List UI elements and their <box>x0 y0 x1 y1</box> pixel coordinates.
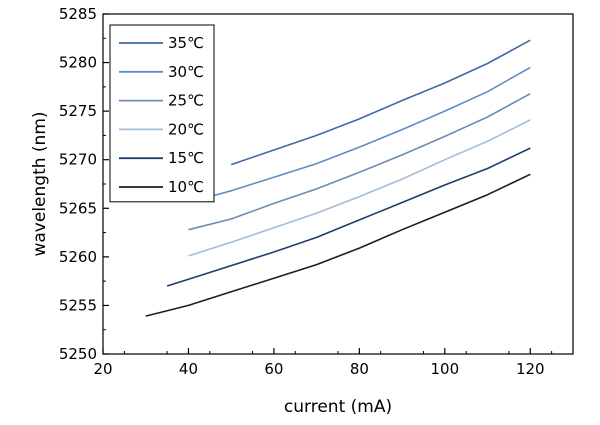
series-line-4 <box>166 147 531 287</box>
legend-box <box>109 24 215 203</box>
minor-ticks <box>103 37 553 354</box>
y-tick-label: 5285 <box>59 5 97 23</box>
legend: 35℃ 30℃ 25℃ 20℃ 15℃ 10℃ <box>109 24 215 203</box>
x-tick-labels: 20 40 60 80 100 120 <box>93 360 544 378</box>
series-line-3 <box>188 119 531 257</box>
series-lines <box>145 39 531 317</box>
series-line-5 <box>145 173 531 317</box>
major-ticks <box>102 13 531 355</box>
legend-label-3: 20℃ <box>168 120 204 138</box>
x-axis-label: current (mA) <box>284 397 392 417</box>
y-tick-label: 5265 <box>59 199 97 217</box>
y-tick-label: 5275 <box>59 102 97 120</box>
series-line-2 <box>188 92 531 231</box>
x-tick-label: 40 <box>179 360 198 378</box>
x-tick-label: 60 <box>264 360 283 378</box>
y-axis-label: wavelength (nm) <box>30 111 50 256</box>
series-line-0 <box>230 39 531 166</box>
y-tick-labels: 5250 5255 5260 5265 5270 5275 5280 5285 <box>59 5 97 363</box>
x-tick-label: 80 <box>350 360 369 378</box>
x-tick-label: 120 <box>516 360 545 378</box>
legend-label-0: 35℃ <box>168 34 204 52</box>
y-tick-label: 5250 <box>59 345 97 363</box>
y-tick-label: 5255 <box>59 296 97 314</box>
legend-label-5: 10℃ <box>168 178 204 196</box>
x-tick-label: 100 <box>430 360 459 378</box>
series-line-1 <box>209 66 531 198</box>
legend-label-1: 30℃ <box>168 63 204 81</box>
y-tick-label: 5280 <box>59 54 97 72</box>
x-tick-label: 20 <box>93 360 112 378</box>
y-tick-label: 5270 <box>59 151 97 169</box>
legend-label-4: 15℃ <box>168 149 204 167</box>
legend-label-2: 25℃ <box>168 92 204 110</box>
y-tick-label: 5260 <box>59 248 97 266</box>
